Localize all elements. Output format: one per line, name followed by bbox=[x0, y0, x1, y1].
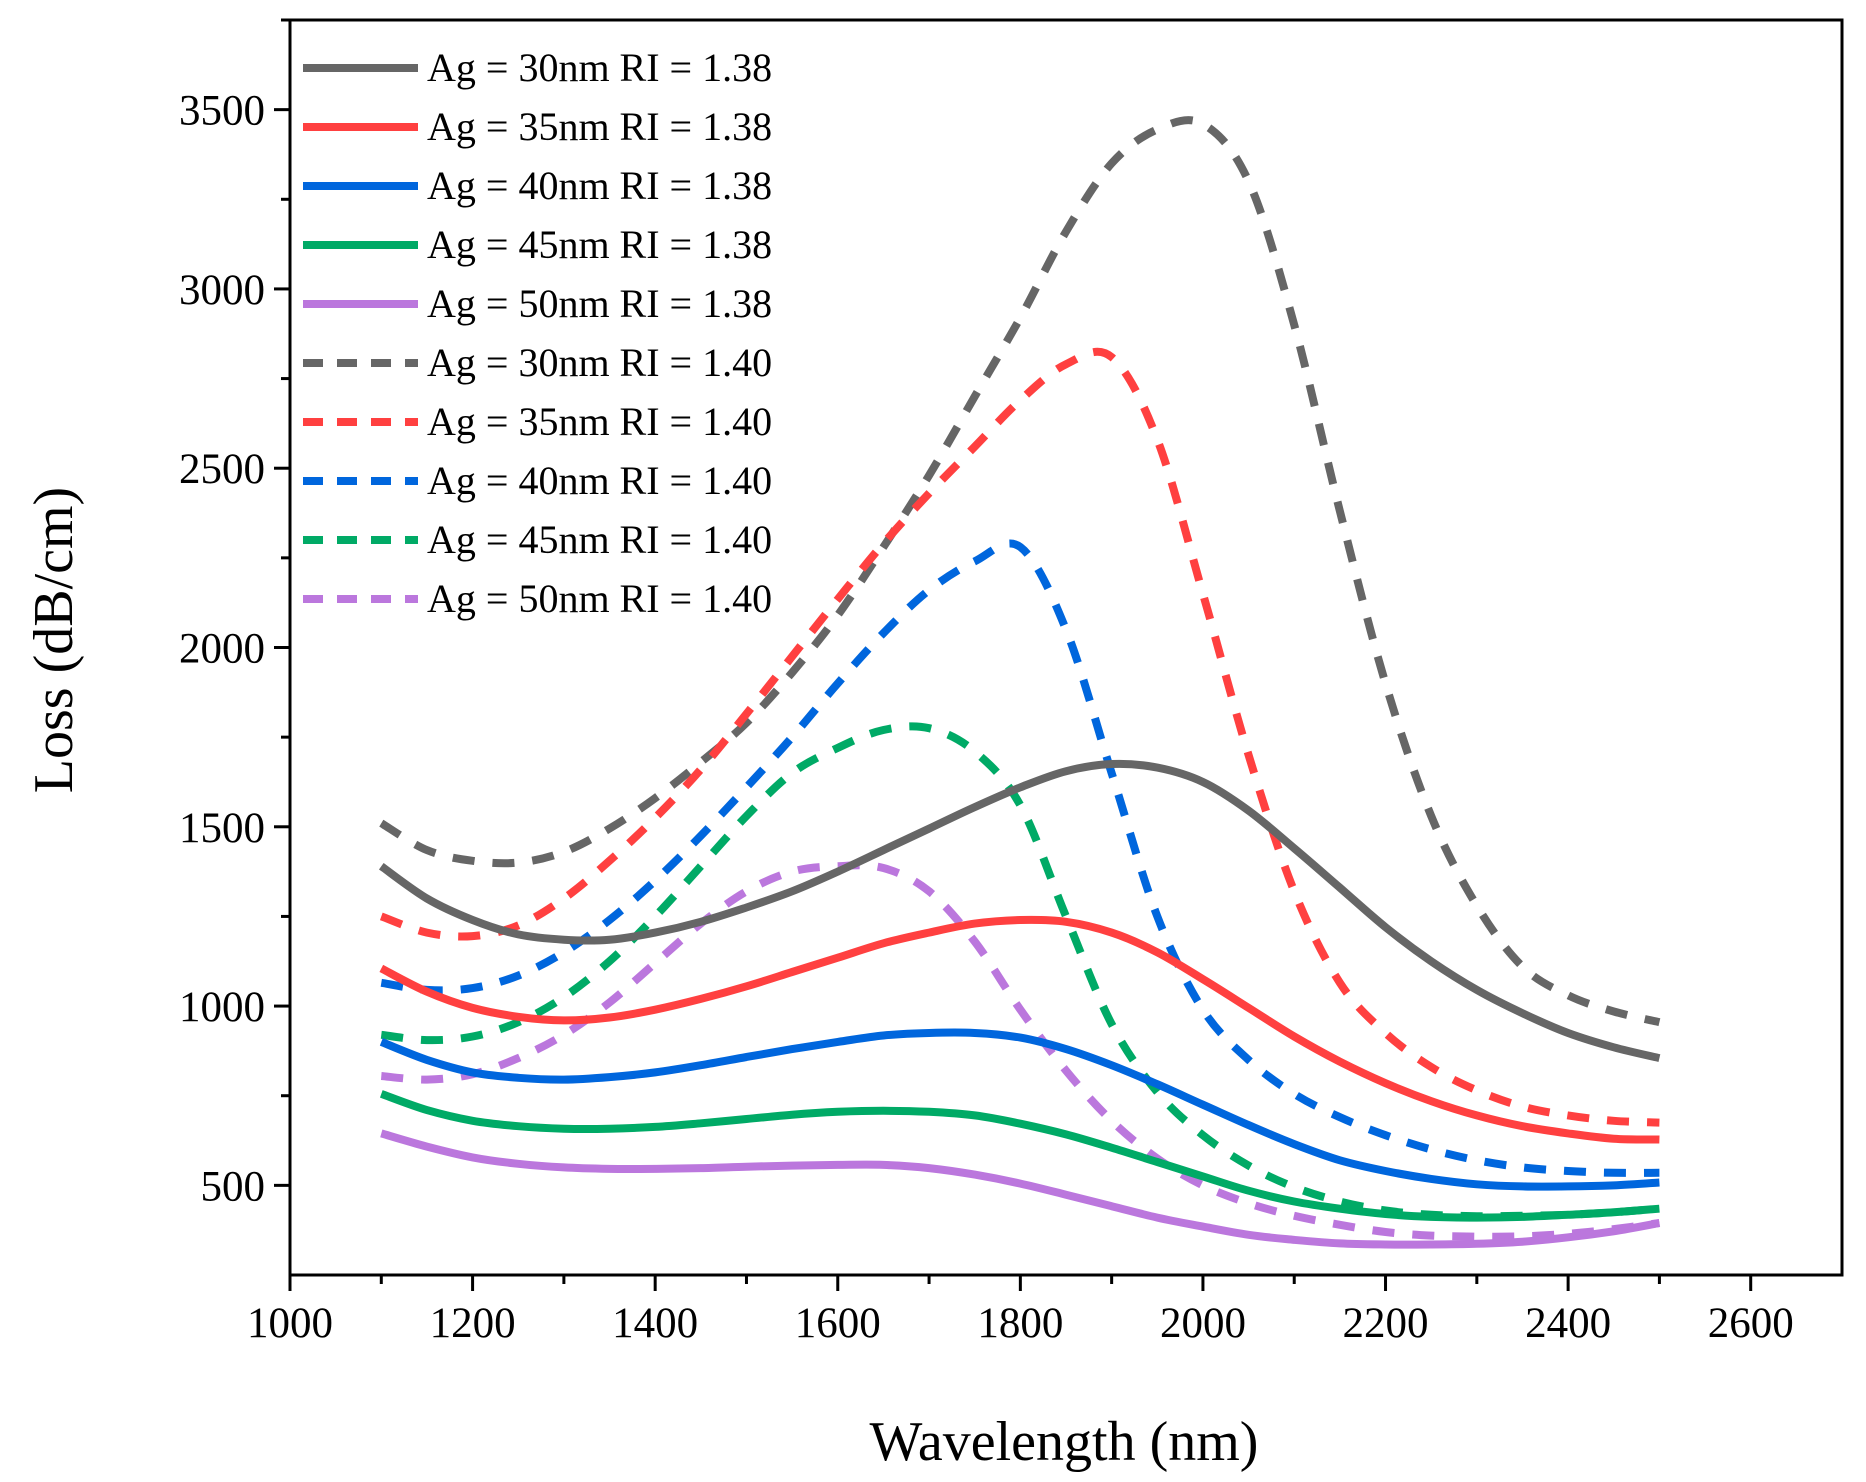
y-tick-label: 500 bbox=[201, 1163, 266, 1210]
series-line-5 bbox=[380, 1129, 1661, 1249]
legend-label: Ag = 45nm RI = 1.40 bbox=[427, 517, 772, 562]
legend-label: Ag = 35nm RI = 1.38 bbox=[427, 104, 772, 149]
y-axis: 500 1000 1500 2000 2500 3000 3500 bbox=[179, 18, 290, 1210]
x-tick-label: 2400 bbox=[1525, 1300, 1611, 1347]
x-tick-label: 1800 bbox=[977, 1300, 1063, 1347]
series-line-7 bbox=[379, 347, 1660, 1127]
series-line-4 bbox=[379, 1090, 1660, 1222]
x-axis-title: Wavelength (nm) bbox=[870, 1411, 1259, 1473]
legend-label: Ag = 40nm RI = 1.40 bbox=[427, 458, 772, 503]
series-layer bbox=[378, 116, 1661, 1249]
y-tick-label: 2000 bbox=[179, 626, 265, 673]
x-tick-label: 1000 bbox=[247, 1300, 333, 1347]
x-tick-label: 1600 bbox=[795, 1300, 881, 1347]
y-tick-label: 3000 bbox=[179, 267, 265, 314]
series-line-2 bbox=[379, 915, 1660, 1144]
x-tick-label: 2600 bbox=[1708, 1300, 1794, 1347]
y-tick-label: 2500 bbox=[179, 446, 265, 493]
series-line-3 bbox=[379, 1028, 1660, 1191]
x-axis: 1000 1200 1400 1600 1800 2000 2200 2400 2600 bbox=[247, 1275, 1794, 1347]
legend-label: Ag = 35nm RI = 1.40 bbox=[427, 399, 772, 444]
legend-label: Ag = 30nm RI = 1.38 bbox=[427, 45, 772, 90]
legend-label: Ag = 50nm RI = 1.38 bbox=[427, 281, 772, 326]
legend-label: Ag = 45nm RI = 1.38 bbox=[427, 222, 772, 267]
series-line-1 bbox=[378, 759, 1661, 1062]
x-tick-label: 2200 bbox=[1343, 1300, 1429, 1347]
y-axis-title: Loss (dB/cm) bbox=[23, 487, 85, 793]
x-tick-label: 2000 bbox=[1160, 1300, 1246, 1347]
series-line-10 bbox=[380, 861, 1660, 1241]
y-tick-label: 1500 bbox=[179, 805, 265, 852]
legend-label: Ag = 50nm RI = 1.40 bbox=[427, 576, 772, 621]
x-tick-label: 1400 bbox=[612, 1300, 698, 1347]
series-line-8 bbox=[380, 539, 1660, 1177]
legend: Ag = 30nm RI = 1.38 Ag = 35nm RI = 1.38 Ag… bbox=[303, 45, 772, 621]
y-tick-label: 1000 bbox=[179, 984, 265, 1031]
legend-label: Ag = 40nm RI = 1.38 bbox=[427, 163, 772, 208]
legend-label: Ag = 30nm RI = 1.40 bbox=[427, 340, 772, 385]
y-tick-label: 3500 bbox=[179, 88, 265, 135]
x-tick-label: 1200 bbox=[430, 1300, 516, 1347]
series-line-6 bbox=[379, 116, 1661, 1027]
